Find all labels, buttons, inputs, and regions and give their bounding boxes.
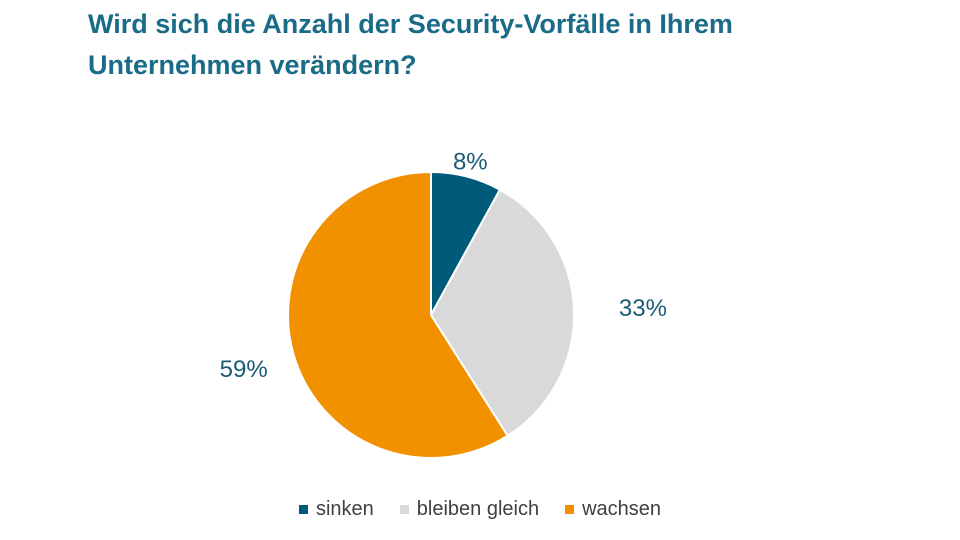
chart-title-line-1: Wird sich die Anzahl der Security-Vorfäl… bbox=[88, 9, 733, 39]
legend-label-bleiben-gleich: bleiben gleich bbox=[416, 498, 540, 520]
chart-title: Wird sich die Anzahl der Security-Vorfäl… bbox=[88, 4, 888, 86]
legend-label-wachsen: wachsen bbox=[582, 498, 662, 520]
legend-item-bleiben-gleich: bleiben gleich bbox=[399, 498, 540, 521]
pie-data-labels: 8% 33% 59% bbox=[220, 149, 667, 383]
legend-item-sinken: sinken bbox=[298, 498, 374, 521]
pie-slice-wachsen bbox=[287, 171, 509, 459]
data-label-sinken: 8% bbox=[453, 149, 488, 176]
legend-swatch-sinken bbox=[298, 505, 308, 514]
pie-slices bbox=[287, 171, 575, 459]
chart-legend: sinken bleiben gleich wachsen bbox=[0, 498, 960, 521]
legend-item-wachsen: wachsen bbox=[565, 498, 661, 521]
legend-label-sinken: sinken bbox=[315, 498, 374, 520]
data-label-wachsen: 59% bbox=[220, 356, 268, 383]
legend-swatch-wachsen bbox=[565, 505, 575, 514]
pie-slice-bleiben-gleich bbox=[430, 188, 575, 437]
data-label-bleiben-gleich: 33% bbox=[619, 295, 667, 322]
chart-title-line-2: Unternehmen verändern? bbox=[88, 50, 417, 80]
legend-swatch-bleiben-gleich bbox=[399, 505, 409, 514]
